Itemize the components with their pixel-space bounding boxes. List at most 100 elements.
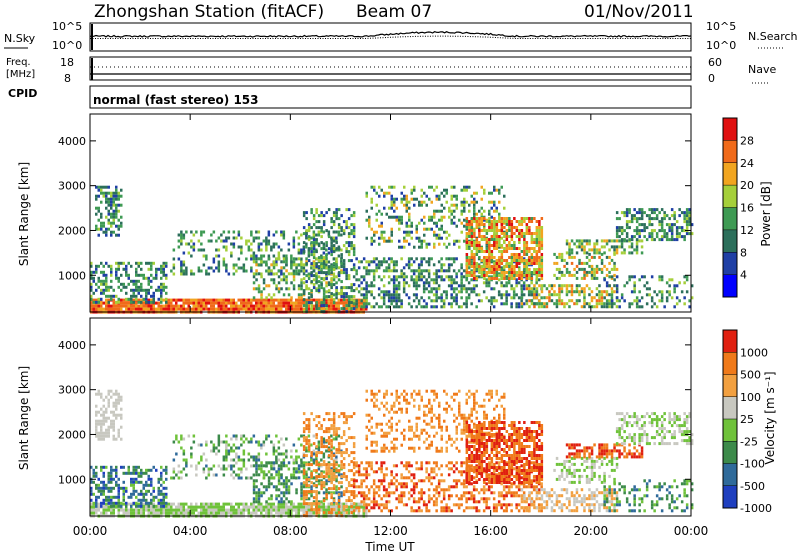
power-cell — [345, 307, 348, 311]
power-cell — [480, 265, 484, 268]
power-cell — [470, 244, 474, 247]
power-cell — [302, 281, 306, 285]
power-cell — [305, 229, 308, 233]
power-cell — [332, 244, 336, 248]
velocity-cell — [262, 508, 265, 512]
power-cell — [475, 241, 479, 244]
power-cell — [385, 290, 388, 294]
power-cell — [172, 257, 176, 261]
power-cell — [475, 247, 479, 250]
power-cell — [525, 247, 529, 250]
power-cell — [250, 254, 253, 258]
power-cell — [475, 223, 479, 226]
power-cell — [523, 274, 526, 277]
power-cell — [440, 296, 443, 300]
power-cell — [540, 217, 544, 220]
velocity-cell — [180, 502, 183, 506]
velocity-cell — [277, 476, 281, 480]
velocity-cell — [95, 404, 98, 408]
power-cell — [645, 293, 649, 297]
power-cell — [603, 251, 606, 255]
power-cell — [117, 191, 120, 195]
power-cell — [650, 299, 654, 303]
power-cell — [245, 257, 248, 261]
power-cell — [267, 272, 271, 276]
velocity-cell — [162, 501, 165, 505]
velocity-cell — [182, 449, 186, 453]
power-cell — [460, 209, 463, 213]
velocity-cell — [180, 505, 183, 509]
power-cell — [430, 215, 433, 219]
power-cell — [485, 229, 489, 232]
velocity-cell — [255, 455, 258, 459]
velocity-cell — [255, 461, 258, 465]
power-cell — [325, 263, 328, 267]
power-cell — [435, 290, 438, 294]
power-cell — [600, 270, 604, 274]
velocity-cell — [92, 468, 95, 472]
power-cell — [528, 226, 531, 229]
power-cell — [460, 200, 463, 204]
velocity-cell — [150, 483, 153, 487]
power-cell — [447, 275, 451, 279]
power-cell — [340, 307, 343, 311]
velocity-cell — [352, 505, 355, 509]
power-cell — [332, 257, 336, 261]
power-cell — [655, 217, 659, 221]
power-colorbar-tick-label: 4 — [740, 269, 747, 282]
velocity-cell — [295, 461, 298, 465]
power-cell — [468, 259, 471, 262]
power-cell — [357, 301, 360, 305]
power-cell — [588, 239, 591, 243]
velocity-cell — [302, 511, 305, 515]
power-cell — [310, 262, 313, 266]
power-cell — [523, 262, 526, 265]
power-cell — [102, 307, 105, 311]
velocity-cell — [217, 434, 221, 438]
power-cell — [575, 245, 579, 249]
power-cell — [257, 301, 260, 305]
power-cell — [615, 305, 619, 309]
power-cell — [177, 307, 180, 311]
power-cell — [105, 304, 108, 308]
power-cell — [613, 290, 616, 294]
power-cell — [515, 247, 519, 250]
velocity-cell — [340, 511, 343, 515]
power-cell — [495, 209, 498, 213]
power-cell — [347, 301, 351, 305]
power-cell — [352, 275, 356, 279]
power-cell — [598, 302, 601, 306]
power-cell — [330, 226, 333, 230]
power-cell — [503, 206, 506, 210]
power-cell — [115, 209, 118, 213]
power-cell — [302, 245, 306, 249]
power-cell — [252, 236, 256, 240]
velocity-cell — [252, 455, 256, 459]
power-cell — [330, 244, 333, 248]
power-cell — [538, 235, 541, 238]
power-cell — [555, 293, 559, 297]
power-cell — [262, 278, 266, 282]
power-cell — [362, 278, 366, 282]
power-cell — [317, 280, 321, 284]
power-cell — [680, 290, 684, 294]
power-cell — [510, 229, 514, 232]
power-cell — [382, 275, 386, 279]
power-cell — [613, 267, 616, 271]
power-cell — [295, 266, 298, 270]
power-cell — [332, 211, 336, 215]
velocity-cell — [252, 434, 256, 438]
velocity-cell — [235, 437, 238, 441]
velocity-cell — [250, 464, 253, 468]
power-cell — [130, 307, 133, 311]
power-cell — [380, 233, 383, 237]
power-cell — [222, 230, 226, 234]
velocity-cell — [285, 449, 288, 453]
power-cell — [92, 279, 95, 283]
power-cell — [292, 304, 295, 308]
power-cell — [670, 214, 674, 218]
velocity-cell — [130, 471, 133, 475]
velocity-cell — [105, 483, 108, 487]
power-cell — [365, 236, 368, 240]
power-cell — [262, 307, 265, 311]
